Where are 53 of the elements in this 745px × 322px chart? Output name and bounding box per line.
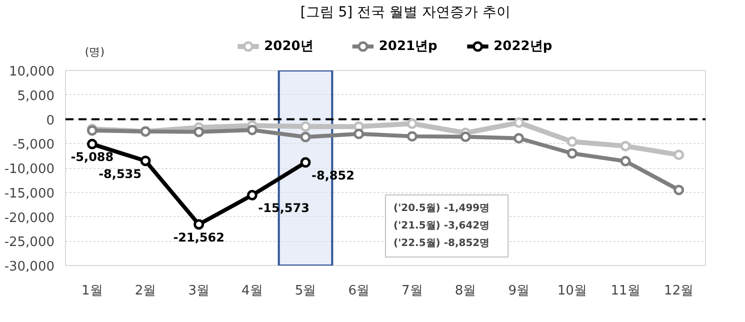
annotation: ('20.5월) -1,499명 — [394, 202, 490, 214]
point — [620, 156, 631, 166]
point — [674, 184, 684, 196]
y-tick-label: 10,000 — [9, 64, 55, 80]
x-tick-label: 2월 — [134, 284, 156, 298]
point — [246, 124, 258, 136]
point — [406, 118, 418, 129]
x-tick-label: 5월 — [294, 284, 316, 298]
x-tick-label: 8월 — [454, 284, 476, 298]
point — [354, 128, 364, 140]
annotation: ('21.5월) -3,642명 — [394, 220, 490, 232]
point — [140, 156, 151, 166]
y-tick-label: 0 — [46, 113, 55, 128]
y-tick-label: -30,000 — [4, 260, 55, 274]
data-label: -8,535 — [98, 166, 142, 181]
point — [620, 140, 631, 152]
y-tick-label: -15,000 — [4, 186, 55, 202]
point — [566, 148, 578, 159]
x-tick-label: 9월 — [508, 284, 530, 298]
annotation: ('22.5월) -8,852명 — [394, 238, 490, 250]
y-tick-label: -25,000 — [4, 235, 55, 250]
y-tick-label: -20,000 — [4, 210, 55, 226]
x-tick-label: 11월 — [610, 284, 640, 298]
point — [300, 157, 311, 168]
point — [194, 126, 204, 138]
x-tick-label: 7월 — [402, 284, 423, 298]
x-tick-label: 6월 — [348, 284, 370, 298]
point — [406, 131, 418, 142]
point — [194, 219, 204, 230]
data-label: -5,088 — [70, 150, 114, 164]
x-tick-label: 10월 — [557, 284, 587, 298]
data-label: -21,562 — [173, 230, 224, 244]
point — [514, 117, 524, 128]
y-tick-label: -5,000 — [12, 138, 55, 153]
legend-label: 2020년 — [264, 39, 314, 54]
point — [86, 138, 98, 150]
point — [460, 132, 471, 142]
y-tick-label: -10,000 — [4, 162, 55, 177]
point — [246, 190, 258, 200]
point — [300, 121, 311, 132]
point — [300, 132, 311, 142]
legend-label: 2022년p — [494, 39, 552, 54]
x-tick-label: 1월 — [82, 284, 103, 298]
point — [674, 150, 684, 160]
y-tick-label: 5,000 — [17, 88, 54, 104]
point — [566, 136, 578, 147]
x-tick-label: 3월 — [188, 284, 210, 298]
x-tick-label: 12월 — [664, 284, 694, 298]
legend-label: 2021년p — [378, 39, 438, 54]
point — [514, 133, 524, 144]
chart-title: [그림 5] 전국 월별 자연증가 추이 — [300, 4, 510, 20]
x-tick-label: 4월 — [242, 284, 263, 298]
y-axis-title: (명) — [84, 46, 105, 58]
